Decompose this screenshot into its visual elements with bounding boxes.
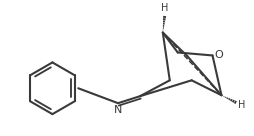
Text: H: H: [238, 100, 246, 110]
Text: O: O: [215, 50, 223, 61]
Text: N: N: [114, 105, 122, 115]
Text: H: H: [161, 3, 168, 13]
